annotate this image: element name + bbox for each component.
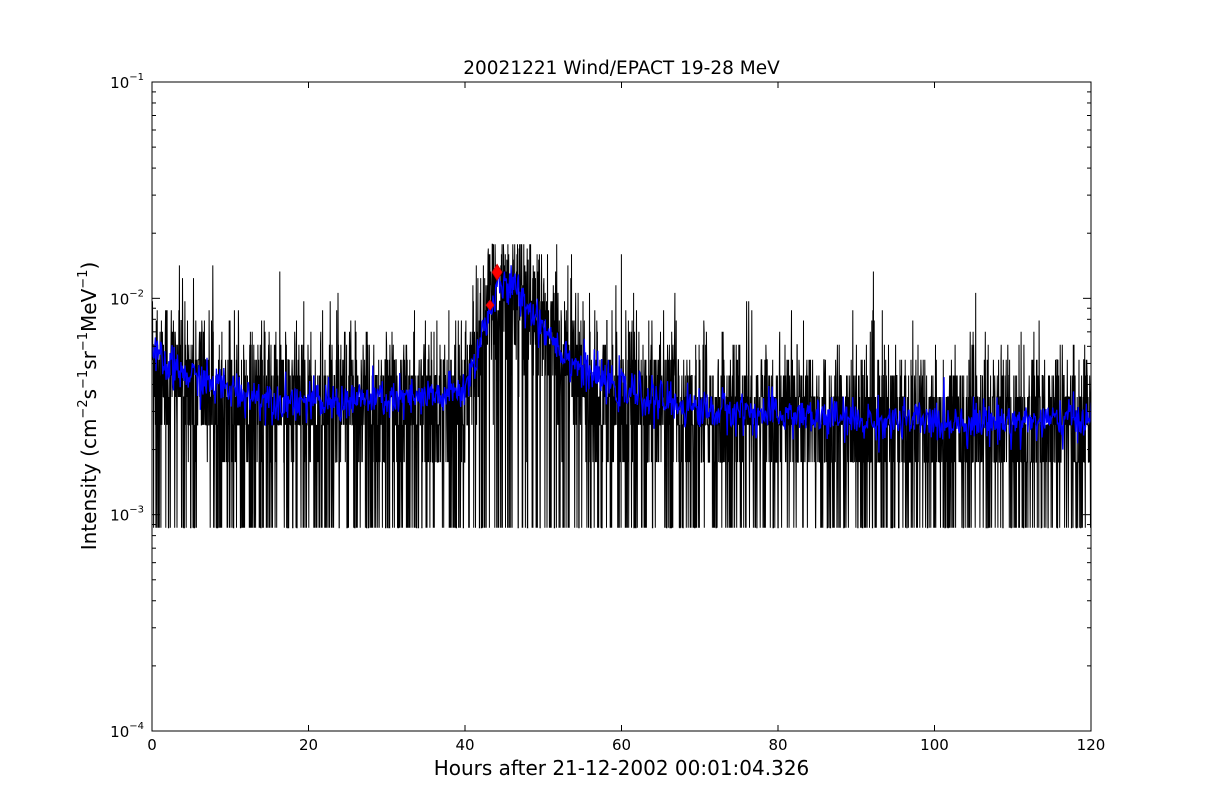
marker-point-2 [491, 263, 503, 282]
y-label-sup3: −1 [76, 332, 91, 351]
raw-series-layer [152, 243, 1091, 529]
y-label-mid3: MeV [77, 288, 101, 332]
x-axis-label: Hours after 21-12-2002 00:01:04.326 [434, 756, 810, 780]
y-label-base: Intensity (cm [77, 419, 101, 551]
y-axis: 10−4 10−3 10−2 10−1 [110, 72, 1091, 741]
x-tick-label: 40 [455, 736, 474, 754]
smoothed-series-layer [152, 265, 1091, 453]
x-tick-label: 20 [299, 736, 318, 754]
x-tick-label: 100 [920, 736, 949, 754]
smoothed-series-line [152, 265, 1091, 453]
y-tick-label: 10−3 [110, 505, 144, 525]
y-tick-label: 10−1 [110, 72, 144, 92]
y-tick-label: 10−4 [110, 721, 144, 741]
raw-series-line [152, 243, 1091, 529]
x-tick-label: 60 [612, 736, 631, 754]
x-tick-label: 0 [147, 736, 157, 754]
marker-point-1 [485, 299, 495, 311]
x-tick-label: 80 [768, 736, 787, 754]
y-tick-label: 10−2 [110, 288, 144, 308]
y-label-end: ) [77, 262, 101, 270]
y-axis-label: Intensity (cm−2s−1sr−1MeV−1) [76, 262, 101, 551]
chart-title: 20021221 Wind/EPACT 19-28 MeV [463, 58, 780, 79]
y-label-mid2: sr [77, 350, 101, 369]
x-axis: 0 20 40 60 80 100 120 [147, 82, 1105, 754]
y-label-sup2: −1 [76, 370, 91, 389]
y-label-sup4: −1 [76, 270, 91, 289]
y-label-sup1: −2 [76, 399, 91, 418]
x-tick-label: 120 [1077, 736, 1106, 754]
y-label-mid1: s [77, 389, 101, 399]
marker-layer [485, 263, 503, 311]
